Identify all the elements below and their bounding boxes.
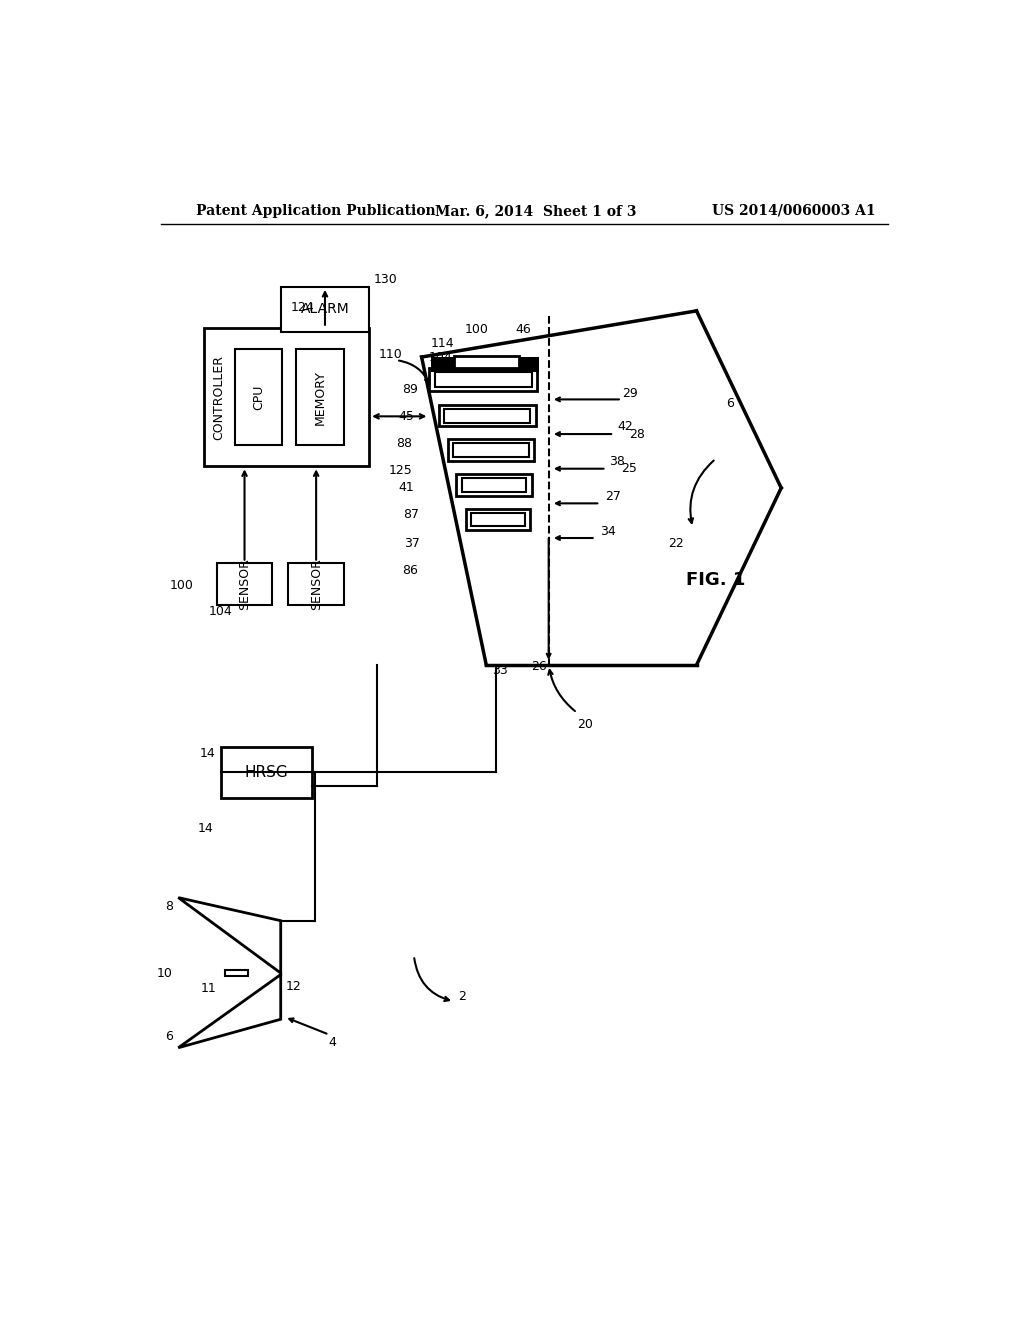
Text: 6: 6: [165, 1030, 173, 1043]
Bar: [217, 562, 272, 605]
Text: Patent Application Publication: Patent Application Publication: [196, 203, 435, 218]
Bar: [438, 405, 536, 426]
Polygon shape: [178, 898, 281, 973]
Text: 8: 8: [165, 900, 173, 913]
Bar: [457, 474, 531, 496]
Bar: [444, 409, 530, 422]
Text: 37: 37: [404, 537, 420, 550]
Bar: [454, 444, 528, 457]
Bar: [435, 372, 531, 387]
Text: 110: 110: [379, 348, 402, 362]
Text: 124: 124: [291, 301, 314, 314]
Text: 4: 4: [329, 1036, 336, 1049]
Bar: [429, 368, 538, 391]
Text: 20: 20: [577, 718, 593, 731]
Text: CONTROLLER: CONTROLLER: [213, 355, 225, 440]
Text: 34: 34: [600, 524, 615, 537]
Bar: [221, 747, 312, 797]
Text: 89: 89: [402, 383, 418, 396]
Text: 104: 104: [209, 605, 232, 618]
Text: 11: 11: [201, 982, 217, 995]
Bar: [296, 350, 344, 445]
Polygon shape: [178, 974, 281, 1048]
Text: 125: 125: [388, 463, 412, 477]
Text: 42: 42: [617, 420, 634, 433]
Text: 130: 130: [374, 273, 397, 286]
Text: 12: 12: [286, 979, 302, 993]
Text: 2: 2: [458, 990, 466, 1003]
Bar: [234, 350, 283, 445]
Bar: [447, 440, 535, 461]
Text: ALARM: ALARM: [301, 302, 349, 317]
Bar: [454, 355, 519, 368]
Text: 114: 114: [431, 337, 455, 350]
Bar: [471, 512, 525, 527]
Text: 29: 29: [622, 387, 637, 400]
Bar: [466, 508, 530, 531]
Text: 87: 87: [402, 508, 419, 521]
Text: 22: 22: [668, 537, 684, 550]
Bar: [289, 562, 344, 605]
Text: 14: 14: [198, 822, 213, 834]
Text: 104: 104: [428, 351, 452, 363]
Text: 46: 46: [515, 323, 531, 335]
Text: 45: 45: [398, 409, 414, 422]
Bar: [462, 478, 526, 492]
Text: 33: 33: [493, 664, 508, 677]
Text: 88: 88: [396, 437, 412, 450]
Text: 26: 26: [530, 660, 547, 673]
Text: 27: 27: [605, 490, 622, 503]
Text: 100: 100: [170, 579, 194, 593]
Bar: [281, 286, 370, 331]
Text: 28: 28: [630, 428, 645, 441]
Text: 41: 41: [398, 482, 414, 495]
Text: FIG. 1: FIG. 1: [686, 572, 745, 589]
Text: 6: 6: [726, 397, 733, 409]
Text: HRSG: HRSG: [245, 766, 289, 780]
Text: SENSOR: SENSOR: [238, 558, 251, 610]
Text: CPU: CPU: [252, 384, 265, 409]
Text: MEMORY: MEMORY: [313, 370, 327, 425]
Text: 38: 38: [609, 455, 625, 469]
Text: US 2014/0060003 A1: US 2014/0060003 A1: [712, 203, 876, 218]
Text: 100: 100: [465, 323, 489, 335]
Bar: [204, 327, 370, 466]
Bar: [224, 970, 248, 977]
Text: 86: 86: [402, 564, 418, 577]
Text: Mar. 6, 2014  Sheet 1 of 3: Mar. 6, 2014 Sheet 1 of 3: [435, 203, 636, 218]
Bar: [431, 358, 539, 372]
Text: 10: 10: [157, 966, 173, 979]
Text: 14: 14: [200, 747, 215, 760]
Text: 25: 25: [622, 462, 638, 475]
Text: SENSOR: SENSOR: [309, 558, 323, 610]
